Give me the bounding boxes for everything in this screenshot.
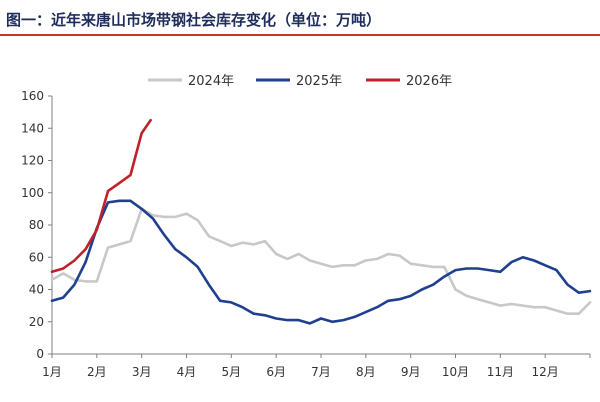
y-tick-label: 0 (36, 347, 44, 361)
x-tick-label: 9月 (401, 365, 421, 379)
x-tick-label: 10月 (442, 365, 469, 379)
x-tick-label: 7月 (311, 365, 331, 379)
legend-label-2025年: 2025年 (296, 74, 342, 89)
x-tick-label: 5月 (222, 365, 242, 379)
y-tick-label: 60 (29, 250, 44, 264)
x-tick-label: 6月 (266, 365, 286, 379)
chart-title: 图一：近年来唐山市场带钢社会库存变化（单位：万吨） (6, 11, 382, 29)
series-line-2026年 (50, 118, 152, 274)
y-tick-label: 160 (21, 89, 44, 103)
legend: 2024年 2025年 2026年 (148, 74, 452, 89)
y-tick-label: 100 (21, 186, 44, 200)
y-tick-label: 80 (29, 218, 44, 232)
legend-label-2024年: 2024年 (188, 74, 234, 89)
x-tick-label: 1月 (42, 365, 62, 379)
y-tick-label: 40 (29, 283, 44, 297)
y-tick-label: 120 (21, 154, 44, 168)
x-tick-label: 2月 (87, 365, 107, 379)
x-tick-label: 8月 (356, 365, 376, 379)
series-line-2025年 (50, 199, 592, 325)
y-tick-label: 140 (21, 121, 44, 135)
legend-label-2026年: 2026年 (406, 74, 452, 89)
series-line-2024年 (50, 207, 592, 316)
x-tick-label: 11月 (487, 365, 514, 379)
x-tick-label: 4月 (177, 365, 197, 379)
y-tick-label: 20 (29, 315, 44, 329)
series-layer (50, 118, 592, 325)
x-tick-label: 12月 (532, 365, 559, 379)
axes: 0 20 40 60 80 100 120 140 160 1月 2月 3月 4月 5月 6月 7月 8月 9月 1… (21, 89, 591, 379)
title-bar: 图一：近年来唐山市场带钢社会库存变化（单位：万吨） (0, 0, 600, 36)
x-tick-label: 3月 (132, 365, 152, 379)
